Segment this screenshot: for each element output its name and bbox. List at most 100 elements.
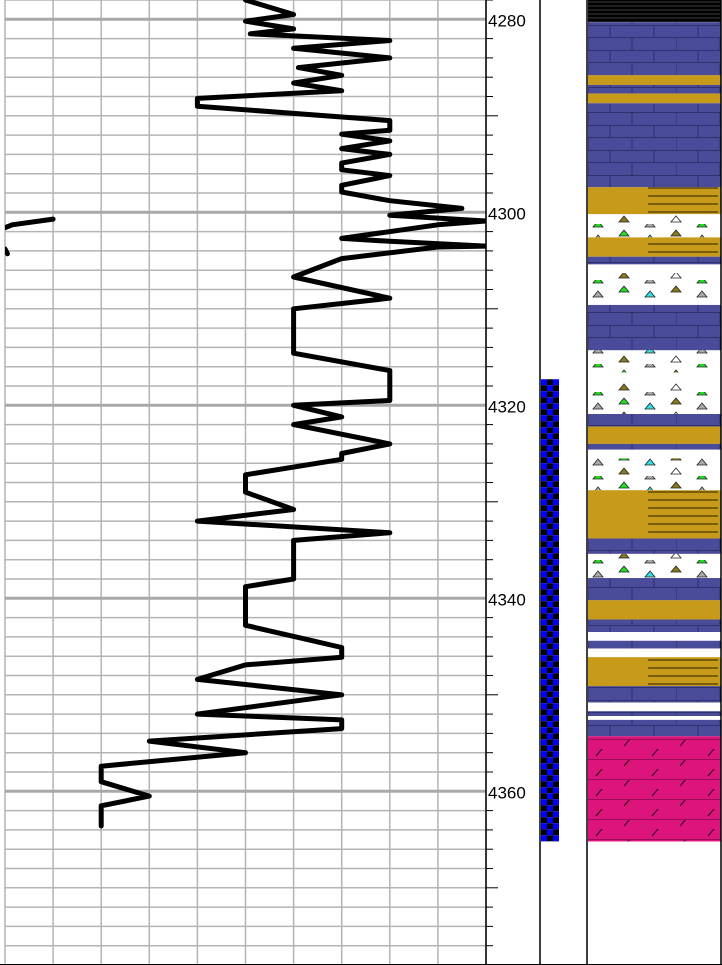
sample-cell — [553, 817, 559, 824]
sample-cell — [553, 445, 559, 452]
sample-cell — [547, 823, 553, 830]
lithology-sandstone — [588, 600, 721, 620]
sample-cell — [547, 577, 553, 584]
sample-cell — [547, 631, 553, 638]
sample-cell — [541, 625, 547, 632]
sample-cell — [547, 403, 553, 410]
sample-cell — [541, 475, 547, 482]
sample-cell — [553, 631, 559, 638]
sample-cell — [547, 517, 553, 524]
sample-cell — [553, 739, 559, 746]
sample-cell — [553, 469, 559, 476]
sample-cell — [541, 649, 547, 656]
sample-cell — [553, 565, 559, 572]
sample-cell — [541, 739, 547, 746]
sample-cell — [541, 697, 547, 704]
lithology-limestone — [588, 304, 721, 351]
sample-cell — [541, 589, 547, 596]
sample-cell — [547, 619, 553, 626]
sample-cell — [541, 619, 547, 626]
sample-cell — [553, 385, 559, 392]
sample-cell — [547, 775, 553, 782]
sample-cell — [553, 667, 559, 674]
sample-cell — [553, 379, 559, 386]
lithology-conglomerate — [588, 382, 721, 414]
sample-cell — [553, 589, 559, 596]
sample-cell — [553, 415, 559, 422]
sample-cell — [553, 703, 559, 710]
sample-cell — [541, 505, 547, 512]
sample-cell — [553, 595, 559, 602]
lithology-limestone — [588, 619, 721, 633]
sample-cell — [541, 445, 547, 452]
lithology-conglomerate — [588, 458, 721, 491]
sample-cell — [541, 715, 547, 722]
sample-cell — [553, 451, 559, 458]
sample-cell — [541, 703, 547, 710]
sample-cell — [547, 787, 553, 794]
sample-cell — [541, 385, 547, 392]
sample-cell — [547, 697, 553, 704]
sample-cell — [553, 769, 559, 776]
sample-cell — [553, 487, 559, 494]
lithology-shaly-sandstone — [588, 490, 721, 539]
sample-cell — [547, 559, 553, 566]
sample-cell — [547, 589, 553, 596]
sample-cell — [541, 403, 547, 410]
sample-cell — [541, 763, 547, 770]
sample-cell — [547, 799, 553, 806]
lithology-blank — [588, 449, 721, 459]
sample-cell — [541, 553, 547, 560]
sample-cell — [553, 499, 559, 506]
sample-cell — [553, 691, 559, 698]
sample-cell — [541, 427, 547, 434]
sample-cell — [553, 733, 559, 740]
sample-cell — [553, 625, 559, 632]
lithology-coal — [588, 0, 721, 23]
sample-cell — [541, 541, 547, 548]
sample-cell — [541, 379, 547, 386]
sample-cell — [541, 457, 547, 464]
sample-cell — [553, 511, 559, 518]
sample-cell — [547, 433, 553, 440]
sample-cell — [547, 439, 553, 446]
sample-cell — [547, 595, 553, 602]
sample-cell — [553, 577, 559, 584]
sample-cell — [547, 547, 553, 554]
sample-cell — [547, 607, 553, 614]
sample-cell — [553, 517, 559, 524]
sample-cell — [553, 793, 559, 800]
lithology-blank — [588, 632, 721, 641]
lithology-limestone — [588, 443, 721, 450]
sample-cell — [553, 715, 559, 722]
lithology-limestone — [588, 103, 721, 188]
sample-cell — [553, 727, 559, 734]
sample-cell — [547, 673, 553, 680]
lithology-limestone — [588, 413, 721, 427]
sample-cell — [553, 829, 559, 836]
sample-cell — [553, 775, 559, 782]
curve-series-group — [5, 0, 486, 829]
sample-cell — [553, 403, 559, 410]
sample-cell — [553, 799, 559, 806]
sample-cell — [541, 409, 547, 416]
sample-cell — [547, 757, 553, 764]
sample-cell — [553, 811, 559, 818]
sample-cell — [553, 571, 559, 578]
sample-cell — [541, 673, 547, 680]
sample-cell — [547, 493, 553, 500]
sample-cell — [541, 727, 547, 734]
sample-cell — [547, 529, 553, 536]
sample-cell — [541, 607, 547, 614]
sample-cell — [547, 829, 553, 836]
lithology-blank — [588, 264, 721, 274]
sample-cell — [553, 439, 559, 446]
sample-cell — [547, 835, 553, 842]
sample-cell — [547, 691, 553, 698]
sample-cell — [553, 523, 559, 530]
sample-cell — [541, 799, 547, 806]
sample-cell — [541, 421, 547, 428]
sample-cell — [541, 691, 547, 698]
lithology-conglomerate — [588, 273, 721, 299]
